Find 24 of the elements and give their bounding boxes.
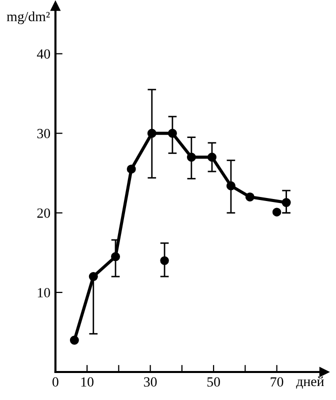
- y-axis-title: mg/dm²: [6, 11, 50, 24]
- point: [207, 152, 216, 162]
- point: [226, 181, 236, 190]
- point: [147, 128, 156, 138]
- point: [272, 208, 282, 216]
- point: [186, 152, 196, 162]
- y-tick-label: 30: [37, 128, 50, 138]
- x-tick-label: 0: [52, 377, 58, 387]
- point: [245, 192, 254, 202]
- point: [282, 198, 291, 208]
- x-tick-label: 70: [270, 377, 284, 387]
- x-tick-label: 50: [207, 377, 220, 387]
- point: [168, 128, 177, 138]
- x-tick-label: 30: [144, 377, 157, 387]
- point: [111, 252, 120, 262]
- y-tick-label: 10: [38, 288, 50, 298]
- x-axis-title: дней: [296, 376, 324, 389]
- x-tick-label: 10: [81, 377, 94, 387]
- y-tick-label: 20: [37, 208, 50, 218]
- point: [88, 272, 98, 282]
- point: [70, 336, 79, 345]
- y-tick-label: 40: [36, 49, 50, 59]
- point: [160, 256, 169, 265]
- point: [126, 164, 136, 174]
